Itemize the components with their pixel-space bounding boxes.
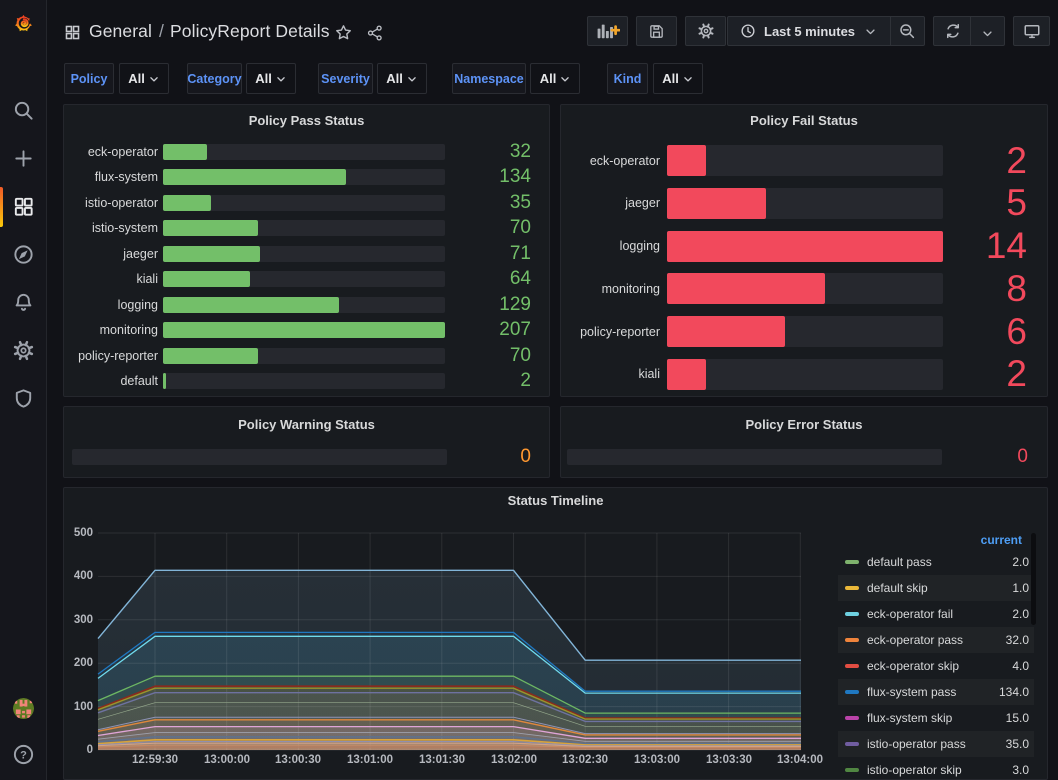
svg-text:?: ? [20, 750, 27, 762]
